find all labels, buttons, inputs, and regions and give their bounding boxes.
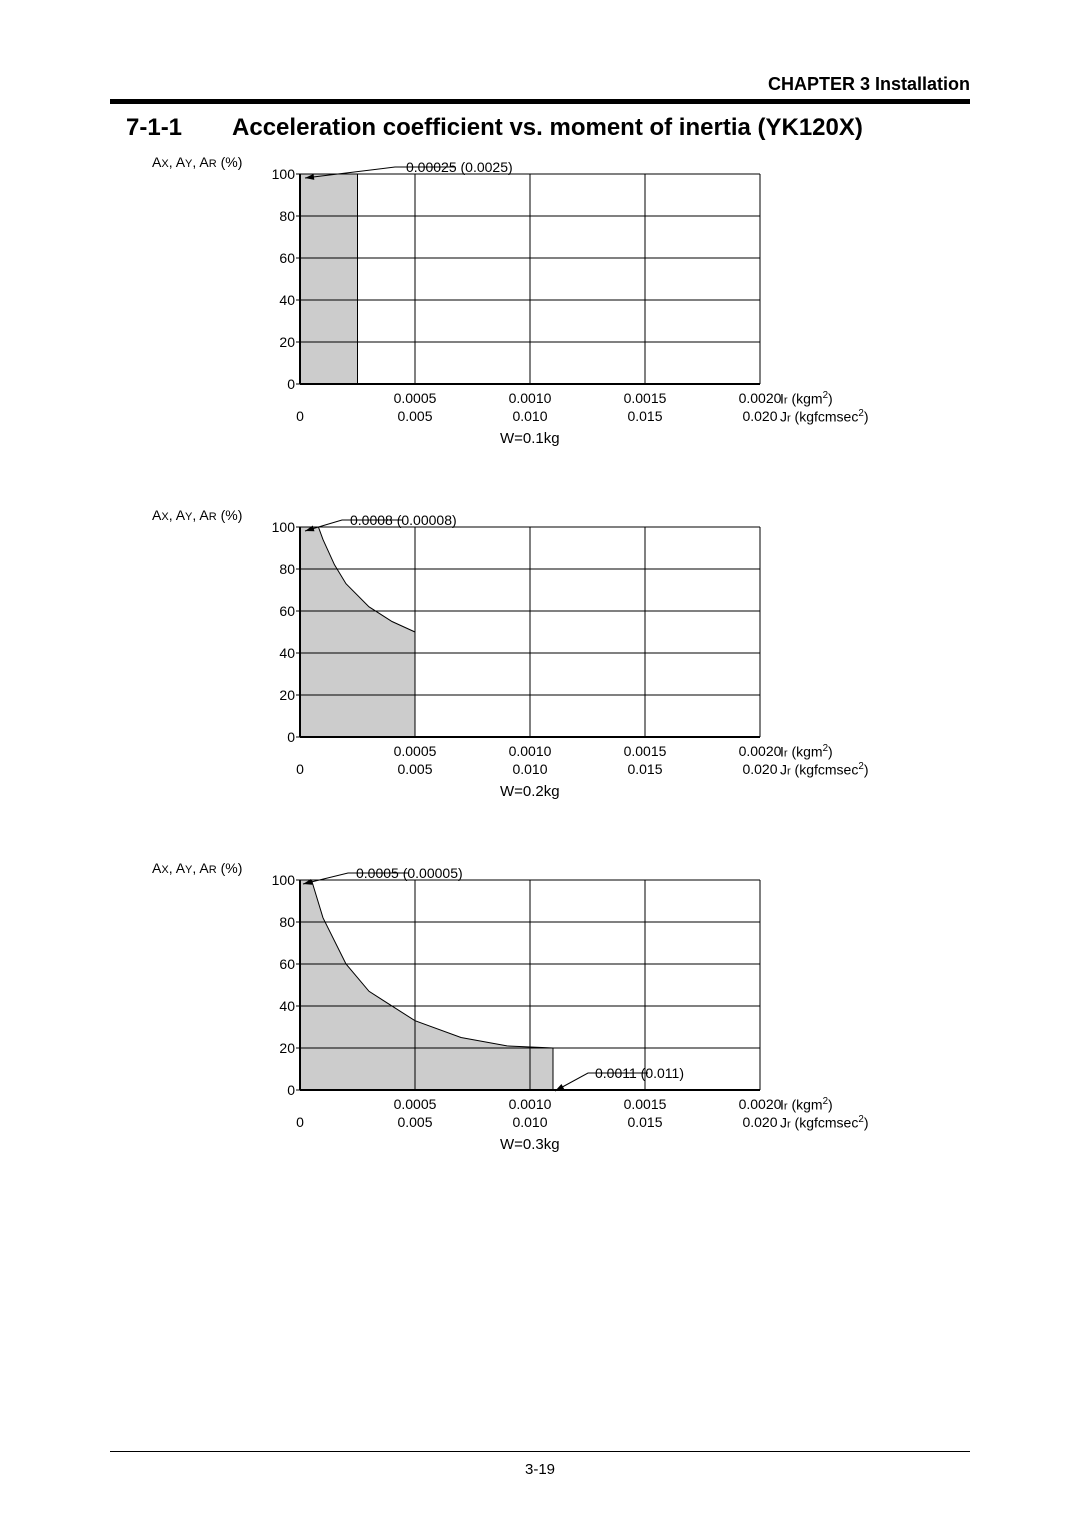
chart-caption: W=0.2kg bbox=[500, 783, 560, 800]
x-tick-jr: 0.005 bbox=[375, 1114, 455, 1130]
x-tick-ir: 0.0010 bbox=[490, 1096, 570, 1112]
x-tick-ir: 0.0005 bbox=[375, 743, 455, 759]
chart-caption: W=0.3kg bbox=[500, 1136, 560, 1153]
x-tick-jr: 0 bbox=[260, 1114, 340, 1130]
callout-label: 0.0005 (0.00005) bbox=[356, 865, 463, 881]
callout-label-extra: 0.0011 (0.011) bbox=[595, 1065, 684, 1081]
x-tick-jr: 0.005 bbox=[375, 408, 455, 424]
x-tick-ir: 0.0010 bbox=[490, 743, 570, 759]
plot-svg bbox=[170, 160, 870, 400]
x-tick-jr: 0 bbox=[260, 761, 340, 777]
section-number: 7-1-1 bbox=[126, 114, 182, 142]
chapter-header: CHAPTER 3 Installation bbox=[110, 74, 970, 95]
x-unit-jr: Jr (kgfcmsec2) bbox=[780, 1114, 868, 1131]
chart-caption: W=0.1kg bbox=[500, 430, 560, 447]
x-unit-ir: Ir (kgm2) bbox=[780, 1096, 833, 1113]
chart-2: AX, AY, AR (%)1008060402000.0005 (0.0000… bbox=[170, 866, 970, 1211]
callout-label: 0.00025 (0.0025) bbox=[406, 159, 513, 175]
chart-0: AX, AY, AR (%)1008060402000.00025 (0.002… bbox=[170, 160, 970, 505]
plot-svg bbox=[170, 513, 870, 753]
plot-svg bbox=[170, 866, 870, 1106]
header-rule bbox=[110, 99, 970, 104]
x-tick-ir: 0.0015 bbox=[605, 743, 685, 759]
x-tick-ir: 0.0010 bbox=[490, 390, 570, 406]
page-number: 3-19 bbox=[0, 1461, 1080, 1478]
x-tick-jr: 0.015 bbox=[605, 408, 685, 424]
x-tick-ir: 0.0005 bbox=[375, 1096, 455, 1112]
x-unit-jr: Jr (kgfcmsec2) bbox=[780, 408, 868, 425]
x-tick-jr: 0 bbox=[260, 408, 340, 424]
footer-rule bbox=[110, 1451, 970, 1452]
x-tick-jr: 0.005 bbox=[375, 761, 455, 777]
section-heading: 7-1-1 Acceleration coefficient vs. momen… bbox=[110, 114, 970, 142]
chart-1: AX, AY, AR (%)1008060402000.0008 (0.0000… bbox=[170, 513, 970, 858]
x-tick-ir: 0.0005 bbox=[375, 390, 455, 406]
x-unit-jr: Jr (kgfcmsec2) bbox=[780, 761, 868, 778]
x-tick-jr: 0.010 bbox=[490, 1114, 570, 1130]
x-unit-ir: Ir (kgm2) bbox=[780, 390, 833, 407]
x-tick-jr: 0.015 bbox=[605, 761, 685, 777]
x-tick-jr: 0.015 bbox=[605, 1114, 685, 1130]
x-tick-ir: 0.0015 bbox=[605, 1096, 685, 1112]
x-unit-ir: Ir (kgm2) bbox=[780, 743, 833, 760]
x-tick-jr: 0.010 bbox=[490, 408, 570, 424]
callout-label: 0.0008 (0.00008) bbox=[350, 512, 457, 528]
section-title: Acceleration coefficient vs. moment of i… bbox=[232, 114, 863, 142]
x-tick-jr: 0.010 bbox=[490, 761, 570, 777]
x-tick-ir: 0.0015 bbox=[605, 390, 685, 406]
